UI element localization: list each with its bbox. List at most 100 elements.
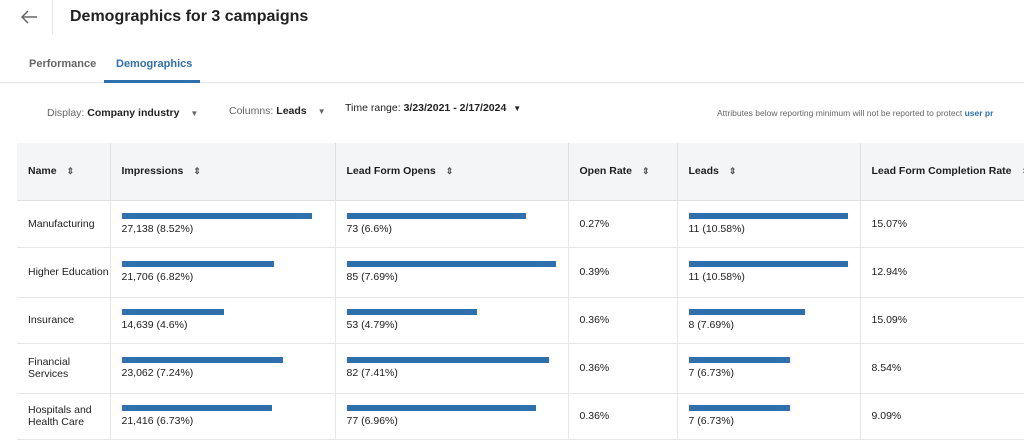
leads-cell: 11 (10.58%) xyxy=(677,247,861,298)
divider xyxy=(52,0,53,34)
table-row: Financial Services 23,062 (7.24%) 82 (7.41… xyxy=(17,343,1024,394)
opens-cell: 53 (4.79%) xyxy=(335,297,569,344)
time-range-value: 3/23/2021 - 2/17/2024 xyxy=(403,102,507,114)
sort-icon[interactable]: ⇕ xyxy=(445,165,454,176)
completion-rate-cell: 15.09% xyxy=(860,297,1024,344)
page-title: Demographics for 3 campaigns xyxy=(70,8,309,25)
completion-rate-value: 15.07% xyxy=(871,217,908,230)
table-row: Hospitals and Health Care 21,416 (6.73%) 7… xyxy=(17,393,1024,440)
leads-bar xyxy=(688,405,790,411)
columns-dropdown[interactable]: Columns: Leads ▼ xyxy=(229,105,325,117)
time-range-dropdown[interactable]: Time range: 3/23/2021 - 2/17/2024 ▼ xyxy=(345,102,521,114)
column-header-label: Leads xyxy=(688,165,719,178)
sort-icon[interactable]: ⇕ xyxy=(728,165,737,176)
column-header[interactable]: Leads ⇕ xyxy=(677,143,861,201)
column-header-label: Lead Form Completion Rate xyxy=(871,165,1012,178)
completion-rate-value: 8.54% xyxy=(871,362,902,374)
leads-cell: 8 (7.69%) xyxy=(677,297,861,344)
impressions-bar xyxy=(121,405,272,411)
demographics-table: Name ⇕ Impressions ⇕ Lead Form Opens ⇕ Open Ra… xyxy=(17,143,1024,440)
table-row: Higher Education 21,706 (6.82%) 85 (7.69%)… xyxy=(17,247,1024,298)
sort-icon[interactable]: ⇕ xyxy=(642,165,650,176)
open-rate-value: 0.39% xyxy=(579,266,610,278)
impressions-bar xyxy=(121,212,312,219)
column-header-label: Open Rate xyxy=(579,165,633,178)
columns-value: Leads xyxy=(276,105,307,117)
opens-bar xyxy=(346,309,477,315)
impressions-value: 21,706 (6.82%) xyxy=(121,271,194,283)
column-header[interactable]: Impressions ⇕ xyxy=(110,143,336,201)
open-rate-cell: 0.27% xyxy=(568,200,678,248)
columns-label: Columns: xyxy=(229,105,274,117)
active-tab-indicator xyxy=(104,80,200,83)
sort-icon[interactable]: ⇕ xyxy=(1022,166,1024,177)
leads-value: 7 (6.73%) xyxy=(688,415,735,427)
opens-cell: 82 (7.41%) xyxy=(335,343,569,394)
leads-bar xyxy=(688,261,848,267)
leads-value: 8 (7.69%) xyxy=(688,319,735,331)
completion-rate-cell: 15.07% xyxy=(860,200,1024,248)
industry-name: Insurance xyxy=(28,314,75,326)
name-cell: Financial Services xyxy=(17,343,111,394)
table-row: Manufacturing 27,138 (8.52%) 73 (6.6%) 0.27… xyxy=(17,200,1024,248)
sort-icon[interactable]: ⇕ xyxy=(66,165,75,176)
name-cell: Manufacturing xyxy=(17,200,111,248)
caret-down-icon: ▼ xyxy=(190,109,199,118)
reporting-note: Attributes below reporting minimum will … xyxy=(717,108,993,118)
caret-down-icon: ▼ xyxy=(513,104,522,113)
table-row: Insurance 14,639 (4.6%) 53 (4.79%) 0.36% 8 (… xyxy=(17,297,1024,344)
leads-value: 7 (6.73%) xyxy=(688,367,735,379)
name-cell: Higher Education xyxy=(17,247,111,298)
column-header[interactable]: Name ⇕ xyxy=(17,143,111,201)
industry-name: Hospitals and Health Care xyxy=(28,404,92,428)
tab-bar: Performance Demographics xyxy=(0,52,1024,83)
completion-rate-cell: 8.54% xyxy=(860,343,1024,394)
leads-cell: 11 (10.58%) xyxy=(677,200,861,248)
column-header[interactable]: Open Rate ⇕ xyxy=(568,143,678,201)
tab-demographics[interactable]: Demographics xyxy=(116,58,193,70)
column-header[interactable]: Lead Form Completion Rate ⇕ xyxy=(860,143,1024,201)
opens-value: 77 (6.96%) xyxy=(346,415,398,427)
display-label: Display: xyxy=(47,107,85,119)
industry-name: Higher Education xyxy=(28,266,109,278)
display-value: Company industry xyxy=(87,107,180,119)
leads-bar xyxy=(688,309,805,315)
completion-rate-cell: 9.09% xyxy=(860,393,1024,440)
opens-value: 82 (7.41%) xyxy=(346,367,398,379)
user-privacy-link[interactable]: user pr xyxy=(964,108,994,118)
name-cell: Insurance xyxy=(17,297,111,344)
leads-value: 11 (10.58%) xyxy=(688,222,745,235)
column-header-label: Name xyxy=(28,165,57,178)
completion-rate-value: 12.94% xyxy=(871,266,908,278)
column-header[interactable]: Lead Form Opens ⇕ xyxy=(335,143,569,201)
opens-value: 85 (7.69%) xyxy=(346,271,398,283)
opens-cell: 73 (6.6%) xyxy=(335,200,569,248)
arrow-left-icon[interactable] xyxy=(18,6,40,28)
opens-cell: 85 (7.69%) xyxy=(335,247,569,298)
open-rate-value: 0.36% xyxy=(579,362,610,374)
name-cell: Hospitals and Health Care xyxy=(17,393,111,440)
opens-value: 73 (6.6%) xyxy=(346,222,393,235)
impressions-cell: 14,639 (4.6%) xyxy=(110,297,336,344)
industry-name: Manufacturing xyxy=(28,217,95,230)
column-header-label: Impressions xyxy=(121,165,184,178)
impressions-bar xyxy=(121,309,224,315)
open-rate-cell: 0.36% xyxy=(568,297,678,344)
opens-bar xyxy=(346,212,526,219)
impressions-value: 14,639 (4.6%) xyxy=(121,319,188,331)
sort-icon[interactable]: ⇕ xyxy=(193,165,201,176)
open-rate-value: 0.36% xyxy=(579,410,610,422)
open-rate-value: 0.27% xyxy=(579,217,610,230)
leads-bar xyxy=(688,357,790,363)
opens-cell: 77 (6.96%) xyxy=(335,393,569,440)
impressions-value: 27,138 (8.52%) xyxy=(121,222,194,235)
leads-value: 11 (10.58%) xyxy=(688,271,745,283)
tab-performance[interactable]: Performance xyxy=(29,58,97,70)
display-dropdown[interactable]: Display: Company industry ▼ xyxy=(47,107,198,119)
leads-cell: 7 (6.73%) xyxy=(677,343,861,394)
time-range-label: Time range: xyxy=(345,102,401,114)
opens-bar xyxy=(346,261,556,267)
impressions-cell: 21,416 (6.73%) xyxy=(110,393,336,440)
completion-rate-cell: 12.94% xyxy=(860,247,1024,298)
impressions-bar xyxy=(121,261,274,267)
